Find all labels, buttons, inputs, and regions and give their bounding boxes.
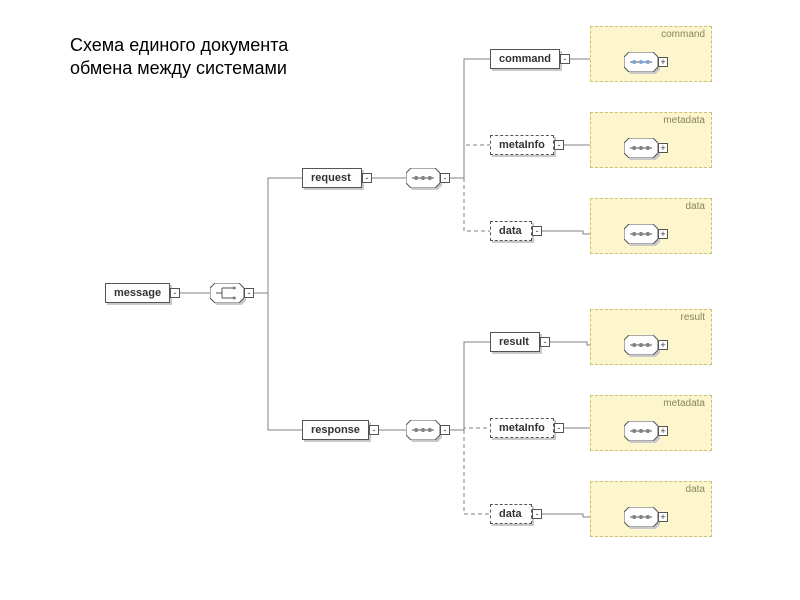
- expand-toggle-icon[interactable]: -: [440, 173, 450, 183]
- sequence-compositor-icon: [624, 52, 658, 72]
- expand-toggle-icon[interactable]: -: [369, 425, 379, 435]
- sequence-compositor-icon: [624, 335, 658, 355]
- expand-toggle-icon[interactable]: -: [362, 173, 372, 183]
- expand-toggle-icon[interactable]: -: [554, 423, 564, 433]
- xsd-element-message[interactable]: message: [105, 283, 170, 303]
- sequence-compositor-icon: [624, 138, 658, 158]
- expand-toggle-icon[interactable]: +: [658, 143, 668, 153]
- expand-toggle-icon[interactable]: +: [658, 426, 668, 436]
- xsd-type-label: command: [661, 29, 705, 40]
- xsd-type-label: data: [686, 201, 705, 212]
- sequence-compositor-icon: [624, 421, 658, 441]
- xsd-type-label: metadata: [663, 115, 705, 126]
- xsd-element-data[interactable]: data: [490, 504, 532, 524]
- sequence-compositor-icon: [624, 224, 658, 244]
- xsd-element-metaInfo[interactable]: metaInfo: [490, 418, 554, 438]
- xsd-type-label: result: [681, 312, 705, 323]
- expand-toggle-icon[interactable]: +: [658, 512, 668, 522]
- expand-toggle-icon[interactable]: -: [244, 288, 254, 298]
- xsd-element-data[interactable]: data: [490, 221, 532, 241]
- expand-toggle-icon[interactable]: +: [658, 340, 668, 350]
- xsd-element-request[interactable]: request: [302, 168, 362, 188]
- xsd-element-command[interactable]: command: [490, 49, 560, 69]
- xsd-diagram: Схема единого документаобмена между сист…: [0, 0, 800, 600]
- choice-compositor-icon: [210, 283, 244, 303]
- xsd-type-label: data: [686, 484, 705, 495]
- xsd-element-metaInfo[interactable]: metaInfo: [490, 135, 554, 155]
- xsd-element-result[interactable]: result: [490, 332, 540, 352]
- expand-toggle-icon[interactable]: -: [540, 337, 550, 347]
- expand-toggle-icon[interactable]: -: [532, 509, 542, 519]
- xsd-element-response[interactable]: response: [302, 420, 369, 440]
- expand-toggle-icon[interactable]: +: [658, 229, 668, 239]
- expand-toggle-icon[interactable]: -: [560, 54, 570, 64]
- xsd-type-label: metadata: [663, 398, 705, 409]
- expand-toggle-icon[interactable]: +: [658, 57, 668, 67]
- expand-toggle-icon[interactable]: -: [554, 140, 564, 150]
- expand-toggle-icon[interactable]: -: [440, 425, 450, 435]
- sequence-compositor-icon: [406, 168, 440, 188]
- expand-toggle-icon[interactable]: -: [532, 226, 542, 236]
- sequence-compositor-icon: [624, 507, 658, 527]
- sequence-compositor-icon: [406, 420, 440, 440]
- diagram-title: Схема единого документаобмена между сист…: [70, 34, 288, 81]
- expand-toggle-icon[interactable]: -: [170, 288, 180, 298]
